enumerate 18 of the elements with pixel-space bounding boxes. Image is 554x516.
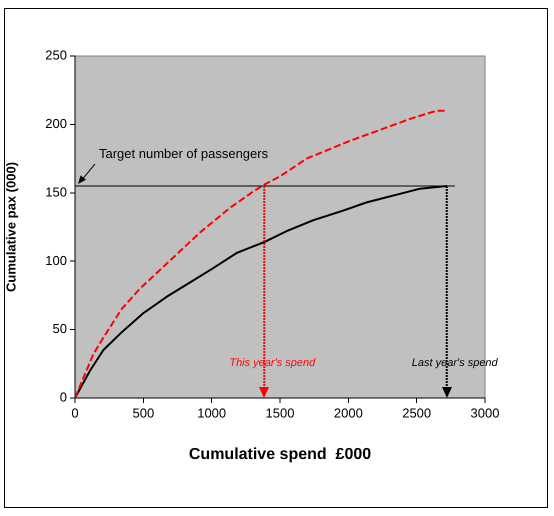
y-tick-label: 0 [60, 390, 67, 405]
x-tick-label: 0 [71, 405, 79, 420]
x-tick-label: 3000 [470, 405, 500, 420]
y-tick-label: 50 [52, 321, 67, 336]
ref-line-label: This year's spend [229, 357, 316, 370]
ref-line-label: Target number of passengers [99, 146, 269, 161]
y-axis-title: Cumulative pax (000) [3, 162, 18, 292]
ref-line-label: Last year's spend [412, 357, 499, 370]
x-tick-label: 500 [132, 405, 154, 420]
y-tick-label: 100 [45, 252, 67, 268]
x-axis-title: Cumulative spend £000 [188, 446, 372, 463]
x-tick-label: 1500 [266, 405, 294, 420]
x-tick-label: 1000 [197, 405, 226, 420]
y-tick-label: 150 [45, 184, 67, 200]
y-tick-label: 250 [45, 48, 67, 63]
y-tick-label: 200 [45, 116, 67, 131]
x-tick-label: 2500 [402, 405, 432, 420]
x-tick-label: 2000 [334, 405, 363, 420]
